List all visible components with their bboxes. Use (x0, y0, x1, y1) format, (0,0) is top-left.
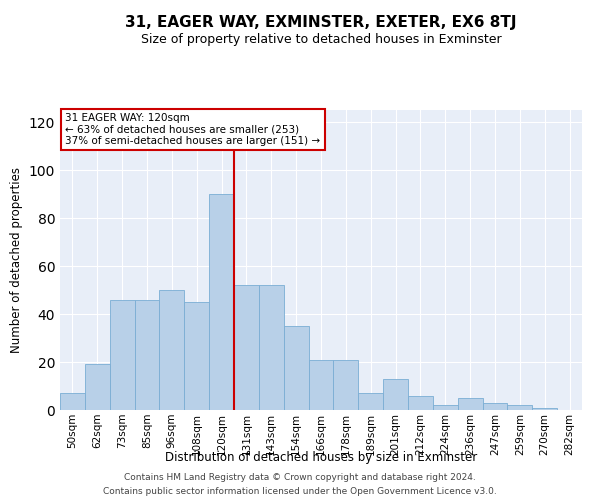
Y-axis label: Number of detached properties: Number of detached properties (10, 167, 23, 353)
Bar (85, 364, 110, 410)
Bar (508, 405, 532, 410)
Bar (60, 393, 85, 410)
Bar (334, 360, 358, 410)
Bar (383, 379, 408, 410)
Text: Contains public sector information licensed under the Open Government Licence v3: Contains public sector information licen… (103, 486, 497, 496)
Bar (259, 285, 284, 410)
Bar (532, 408, 557, 410)
Bar (308, 360, 334, 410)
Bar (134, 300, 160, 410)
Text: Contains HM Land Registry data © Crown copyright and database right 2024.: Contains HM Land Registry data © Crown c… (124, 473, 476, 482)
Bar (234, 285, 259, 410)
Text: 31 EAGER WAY: 120sqm
← 63% of detached houses are smaller (253)
37% of semi-deta: 31 EAGER WAY: 120sqm ← 63% of detached h… (65, 113, 320, 146)
Text: Distribution of detached houses by size in Exminster: Distribution of detached houses by size … (165, 451, 477, 464)
Bar (209, 194, 234, 410)
Bar (110, 300, 134, 410)
Bar (160, 290, 184, 410)
Text: 31, EAGER WAY, EXMINSTER, EXETER, EX6 8TJ: 31, EAGER WAY, EXMINSTER, EXETER, EX6 8T… (125, 15, 517, 30)
Bar (358, 393, 383, 410)
Bar (284, 326, 308, 410)
Bar (408, 396, 433, 410)
Bar (458, 398, 482, 410)
Bar (433, 405, 458, 410)
Bar (184, 302, 209, 410)
Text: Size of property relative to detached houses in Exminster: Size of property relative to detached ho… (140, 32, 502, 46)
Bar (482, 403, 508, 410)
